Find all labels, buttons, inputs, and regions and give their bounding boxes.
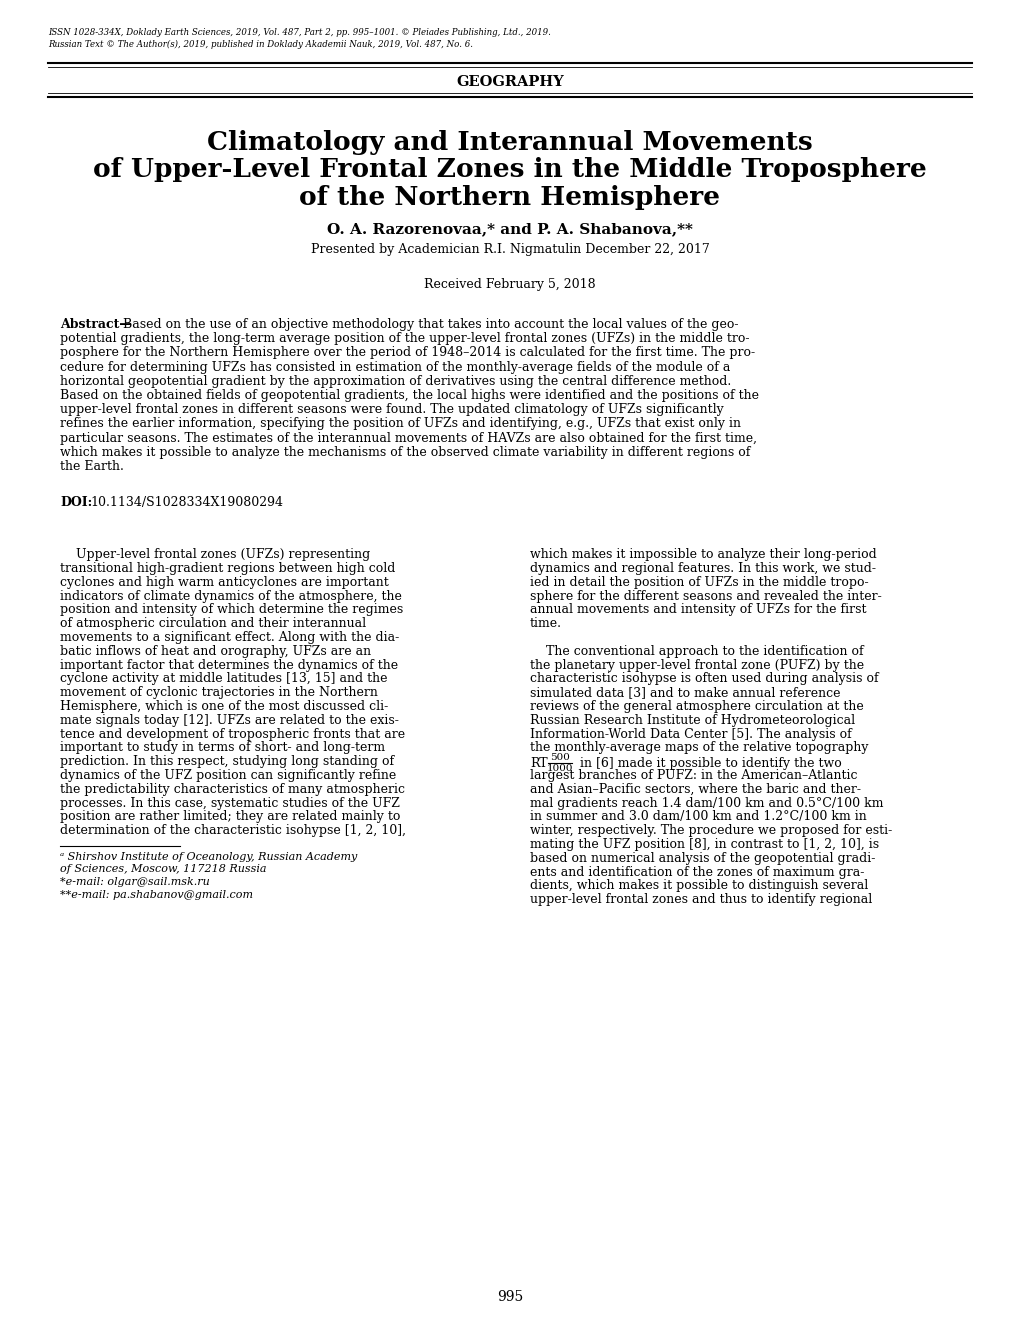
Text: transitional high-gradient regions between high cold: transitional high-gradient regions betwe… [60,562,395,576]
Text: DOI:: DOI: [60,496,92,510]
Text: the monthly-average maps of the relative topography: the monthly-average maps of the relative… [530,742,867,755]
Text: which makes it possible to analyze the mechanisms of the observed climate variab: which makes it possible to analyze the m… [60,446,750,459]
Text: the Earth.: the Earth. [60,459,123,473]
Text: movement of cyclonic trajectories in the Northern: movement of cyclonic trajectories in the… [60,686,377,700]
Text: batic inflows of heat and orography, UFZs are an: batic inflows of heat and orography, UFZ… [60,644,371,657]
Text: Upper-level frontal zones (UFZs) representing: Upper-level frontal zones (UFZs) represe… [60,548,370,561]
Text: Based on the obtained fields of geopotential gradients, the local highs were ide: Based on the obtained fields of geopoten… [60,389,758,403]
Text: Hemisphere, which is one of the most discussed cli-: Hemisphere, which is one of the most dis… [60,700,388,713]
Text: ied in detail the position of UFZs in the middle tropo-: ied in detail the position of UFZs in th… [530,576,868,589]
Text: tence and development of tropospheric fronts that are: tence and development of tropospheric fr… [60,727,405,741]
Text: O. A. Razorenovaa,* and P. A. Shabanova,**: O. A. Razorenovaa,* and P. A. Shabanova,… [327,222,692,236]
Text: upper-level frontal zones in different seasons were found. The updated climatolo: upper-level frontal zones in different s… [60,403,723,416]
Text: The conventional approach to the identification of: The conventional approach to the identif… [530,644,863,657]
Text: of atmospheric circulation and their interannual: of atmospheric circulation and their int… [60,618,366,630]
Text: position are rather limited; they are related mainly to: position are rather limited; they are re… [60,810,400,824]
Text: 995: 995 [496,1290,523,1304]
Text: cyclone activity at middle latitudes [13, 15] and the: cyclone activity at middle latitudes [13… [60,672,387,685]
Text: posphere for the Northern Hemisphere over the period of 1948–2014 is calculated : posphere for the Northern Hemisphere ove… [60,346,754,359]
Text: which makes it impossible to analyze their long-period: which makes it impossible to analyze the… [530,548,876,561]
Text: in summer and 3.0 dam/100 km and 1.2°C/100 km in: in summer and 3.0 dam/100 km and 1.2°C/1… [530,810,866,824]
Text: Received February 5, 2018: Received February 5, 2018 [424,279,595,290]
Text: reviews of the general atmosphere circulation at the: reviews of the general atmosphere circul… [530,700,863,713]
Text: ᵃ Shirshov Institute of Oceanology, Russian Academy: ᵃ Shirshov Institute of Oceanology, Russ… [60,851,357,862]
Text: Based on the use of an objective methodology that takes into account the local v: Based on the use of an objective methodo… [123,318,738,331]
Text: Climatology and Interannual Movements: Climatology and Interannual Movements [207,129,812,154]
Text: time.: time. [530,618,561,630]
Text: refines the earlier information, specifying the position of UFZs and identifying: refines the earlier information, specify… [60,417,740,430]
Text: Information-World Data Center [5]. The analysis of: Information-World Data Center [5]. The a… [530,727,851,741]
Text: particular seasons. The estimates of the interannual movements of HAVZs are also: particular seasons. The estimates of the… [60,432,756,445]
Text: determination of the characteristic isohypse [1, 2, 10],: determination of the characteristic isoh… [60,824,406,837]
Text: annual movements and intensity of UFZs for the first: annual movements and intensity of UFZs f… [530,603,866,616]
Text: mate signals today [12]. UFZs are related to the exis-: mate signals today [12]. UFZs are relate… [60,714,398,727]
Text: Presented by Academician R.I. Nigmatulin December 22, 2017: Presented by Academician R.I. Nigmatulin… [311,243,708,256]
Text: upper-level frontal zones and thus to identify regional: upper-level frontal zones and thus to id… [530,894,871,907]
Text: mal gradients reach 1.4 dam/100 km and 0.5°C/100 km: mal gradients reach 1.4 dam/100 km and 0… [530,796,882,809]
Text: in [6] made it possible to identify the two: in [6] made it possible to identify the … [576,758,841,770]
Text: ents and identification of the zones of maximum gra-: ents and identification of the zones of … [530,866,863,879]
Text: horizontal geopotential gradient by the approximation of derivatives using the c: horizontal geopotential gradient by the … [60,375,731,388]
Text: 1000: 1000 [546,764,573,774]
Text: GEOGRAPHY: GEOGRAPHY [455,75,564,88]
Text: prediction. In this respect, studying long standing of: prediction. In this respect, studying lo… [60,755,393,768]
Text: of the Northern Hemisphere: of the Northern Hemisphere [300,185,719,210]
Text: mating the UFZ position [8], in contrast to [1, 2, 10], is: mating the UFZ position [8], in contrast… [530,838,878,851]
Text: dients, which makes it possible to distinguish several: dients, which makes it possible to disti… [530,879,867,892]
Text: dynamics and regional features. In this work, we stud-: dynamics and regional features. In this … [530,562,875,576]
Text: **e-mail: pa.shabanov@gmail.com: **e-mail: pa.shabanov@gmail.com [60,890,253,899]
Text: indicators of climate dynamics of the atmosphere, the: indicators of climate dynamics of the at… [60,590,401,603]
Text: the planetary upper-level frontal zone (PUFZ) by the: the planetary upper-level frontal zone (… [530,659,863,672]
Text: Russian Text © The Author(s), 2019, published in Doklady Akademii Nauk, 2019, Vo: Russian Text © The Author(s), 2019, publ… [48,40,473,49]
Text: RT: RT [530,758,547,770]
Text: position and intensity of which determine the regimes: position and intensity of which determin… [60,603,403,616]
Text: largest branches of PUFZ: in the American–Atlantic: largest branches of PUFZ: in the America… [530,770,857,781]
Text: winter, respectively. The procedure we proposed for esti-: winter, respectively. The procedure we p… [530,824,892,837]
Text: simulated data [3] and to make annual reference: simulated data [3] and to make annual re… [530,686,840,700]
Text: Abstract—: Abstract— [60,318,131,331]
Text: characteristic isohypse is often used during analysis of: characteristic isohypse is often used du… [530,672,877,685]
Text: sphere for the different seasons and revealed the inter-: sphere for the different seasons and rev… [530,590,880,603]
Text: of Upper-Level Frontal Zones in the Middle Troposphere: of Upper-Level Frontal Zones in the Midd… [93,157,926,182]
Text: cyclones and high warm anticyclones are important: cyclones and high warm anticyclones are … [60,576,388,589]
Text: important to study in terms of short- and long-term: important to study in terms of short- an… [60,742,385,755]
Text: ISSN 1028-334X, Doklady Earth Sciences, 2019, Vol. 487, Part 2, pp. 995–1001. © : ISSN 1028-334X, Doklady Earth Sciences, … [48,28,550,37]
Text: 10.1134/S1028334X19080294: 10.1134/S1028334X19080294 [90,496,282,510]
Text: of Sciences, Moscow, 117218 Russia: of Sciences, Moscow, 117218 Russia [60,865,266,874]
Text: and Asian–Pacific sectors, where the baric and ther-: and Asian–Pacific sectors, where the bar… [530,783,860,796]
Text: important factor that determines the dynamics of the: important factor that determines the dyn… [60,659,397,672]
Text: Russian Research Institute of Hydrometeorological: Russian Research Institute of Hydrometeo… [530,714,854,727]
Text: dynamics of the UFZ position can significantly refine: dynamics of the UFZ position can signifi… [60,770,395,781]
Text: based on numerical analysis of the geopotential gradi-: based on numerical analysis of the geopo… [530,851,874,865]
Text: the predictability characteristics of many atmospheric: the predictability characteristics of ma… [60,783,405,796]
Text: potential gradients, the long-term average position of the upper-level frontal z: potential gradients, the long-term avera… [60,333,749,346]
Text: *e-mail: olgar@sail.msk.ru: *e-mail: olgar@sail.msk.ru [60,876,210,887]
Text: 500: 500 [549,754,570,762]
Text: movements to a significant effect. Along with the dia-: movements to a significant effect. Along… [60,631,398,644]
Text: processes. In this case, systematic studies of the UFZ: processes. In this case, systematic stud… [60,796,399,809]
Text: cedure for determining UFZs has consisted in estimation of the monthly-average f: cedure for determining UFZs has consiste… [60,360,730,374]
